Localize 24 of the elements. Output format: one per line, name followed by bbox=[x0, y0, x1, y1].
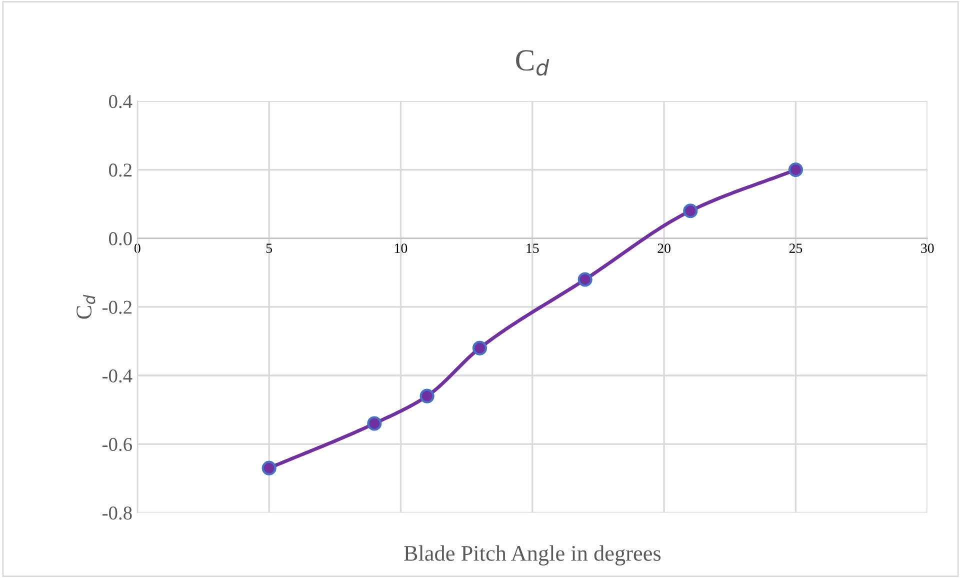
x-tick-label: 30 bbox=[921, 244, 934, 253]
x-tick-label: 5 bbox=[266, 244, 272, 253]
point bbox=[788, 162, 804, 178]
y-tick-label: 0.2 bbox=[109, 164, 132, 177]
point bbox=[367, 416, 382, 431]
y-tick-label: 0.0 bbox=[109, 232, 132, 246]
x-tick-label: 25 bbox=[789, 244, 802, 253]
y-tick-label: -0.2 bbox=[102, 300, 132, 314]
x-tick-label: 20 bbox=[658, 244, 670, 253]
y-tick-label: -0.6 bbox=[102, 438, 132, 452]
y-tick-label: 0.4 bbox=[109, 94, 132, 108]
x-tick-label: 0 bbox=[134, 244, 140, 253]
y-tick-label: -0.4 bbox=[102, 369, 132, 383]
x-tick-label: 15 bbox=[526, 244, 539, 253]
x-axis-title: Blade Pitch Angle in degrees bbox=[404, 545, 661, 566]
x-tick-label: 10 bbox=[395, 244, 408, 253]
point bbox=[578, 272, 592, 287]
chart-title: C$_{d}$ bbox=[516, 50, 550, 76]
point bbox=[420, 388, 434, 404]
y-tick-label: -0.8 bbox=[102, 506, 132, 520]
point bbox=[683, 204, 698, 218]
y-axis-title: C$_{d}$ bbox=[76, 294, 96, 319]
point bbox=[472, 340, 488, 356]
point bbox=[262, 460, 276, 476]
